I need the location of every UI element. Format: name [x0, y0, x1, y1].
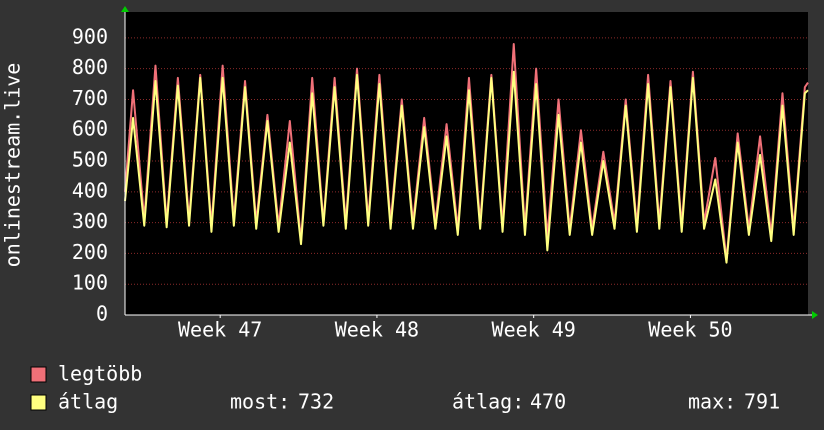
y-tick-label: 200 — [72, 240, 108, 264]
x-tick-label: Week 47 — [178, 318, 262, 342]
y-tick-label: 700 — [72, 86, 108, 110]
y-tick-label: 800 — [72, 55, 108, 79]
legend-swatch — [30, 394, 47, 411]
series-line — [124, 70, 809, 264]
stat-value: 470 — [530, 390, 566, 414]
lines — [124, 43, 809, 264]
x-tick-label: Week 50 — [648, 318, 732, 342]
stat-label: max: — [688, 390, 736, 414]
legend: legtöbb átlag most: 732 átlag: 470 max: 791 — [30, 362, 780, 414]
stat-label: átlag: — [452, 390, 524, 414]
y-arrow — [121, 6, 129, 12]
y-tick-label: 600 — [72, 117, 108, 141]
y-tick-label: 900 — [72, 24, 108, 48]
x-tick-label: Week 48 — [335, 318, 419, 342]
legend-label: átlag — [58, 390, 118, 414]
x-tick-label: Week 49 — [492, 318, 576, 342]
y-tick-label: 500 — [72, 148, 108, 172]
plot-area — [125, 12, 808, 315]
stat-value: 732 — [298, 390, 334, 414]
y-tick-label: 300 — [72, 209, 108, 233]
y-tick-label: 400 — [72, 178, 108, 202]
y-tick-label: 100 — [72, 271, 108, 295]
stat-label: most: — [230, 390, 290, 414]
y-axis-label: onlinestream.live — [1, 63, 25, 268]
legend-label: legtöbb — [58, 362, 142, 386]
x-arrow — [812, 311, 818, 319]
legend-swatch — [30, 366, 47, 383]
y-tick-label: 0 — [96, 302, 108, 326]
stat-value: 791 — [744, 390, 780, 414]
